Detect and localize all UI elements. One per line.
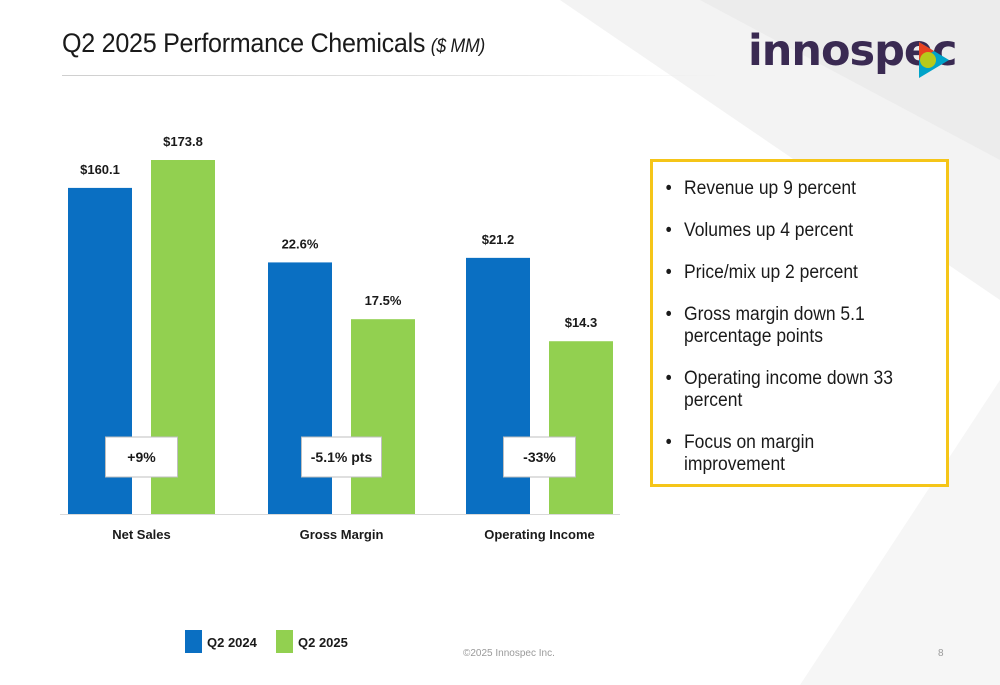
bar-label-gross-margin-q2-2025: 17.5% [365,293,402,308]
title-divider [62,75,722,76]
category-label-net-sales: Net Sales [112,527,171,542]
highlight-price-mix: Price/mix up 2 percent [666,262,919,284]
title-unit: ($ MM) [430,36,486,57]
change-label-net-sales: +9% [127,449,156,465]
change-label-operating-income: -33% [523,449,556,465]
highlight-volumes: Volumes up 4 percent [666,220,919,242]
bar-label-operating-income-q2-2025: $14.3 [565,315,598,330]
bar-label-operating-income-q2-2024: $21.2 [482,232,515,247]
title-text: Q2 2025 Performance Chemicals [62,28,426,58]
legend-label-q2-2025: Q2 2025 [298,635,348,650]
bar-label-gross-margin-q2-2024: 22.6% [282,236,319,251]
category-label-gross-margin: Gross Margin [300,527,384,542]
performance-bar-chart: $160.1 $173.8 Net Sales +9% 22.6% 17.5% Gross … [60,134,620,653]
highlight-revenue: Revenue up 9 percent [666,178,919,200]
legend-swatch-q2-2025 [276,630,293,653]
change-box-operating-income [503,436,576,478]
bar-label-net-sales-q2-2024: $160.1 [80,162,120,177]
change-box-net-sales [105,436,178,478]
logo-arrow-icon [919,42,949,78]
highlight-gross-margin: Gross margin down 5.1 percentage points [666,304,919,348]
change-label-gross-margin: -5.1% pts [311,449,373,465]
page-number: 8 [938,648,944,659]
bar-operating-income-q2-2025 [549,341,613,514]
legend-label-q2-2024: Q2 2024 [207,635,258,650]
bar-label-net-sales-q2-2025: $173.8 [163,134,203,149]
category-label-operating-income: Operating Income [484,527,595,542]
legend-swatch-q2-2024 [185,630,202,653]
copyright-footer: ©2025 Innospec Inc. [463,648,555,659]
slide-title: Q2 2025 Performance Chemicals ($ MM) [62,28,485,59]
highlights-list: Revenue up 9 percent Volumes up 4 percen… [653,162,946,476]
highlight-operating-income: Operating income down 33 percent [666,368,919,412]
highlights-box: Revenue up 9 percent Volumes up 4 percen… [650,159,949,487]
highlight-focus: Focus on margin improvement [666,432,919,476]
change-box-gross-margin [301,436,382,478]
bar-gross-margin-q2-2025 [351,319,415,514]
